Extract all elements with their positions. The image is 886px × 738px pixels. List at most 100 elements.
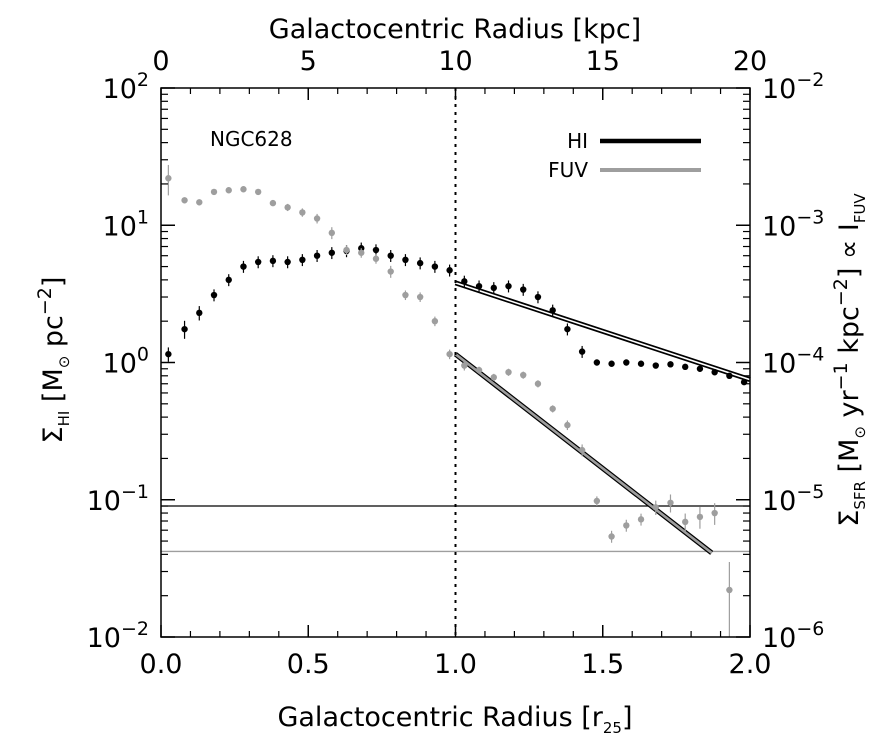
- fuv-data-point: [402, 291, 409, 299]
- legend-label-fuv: FUV: [548, 158, 588, 182]
- hi-data-point: [564, 325, 571, 333]
- fuv-data-point: [269, 199, 277, 207]
- fuv-data-point: [505, 368, 512, 376]
- hi-data-point: [210, 291, 218, 299]
- hi-data-point: [254, 258, 262, 266]
- fuv-data-point: [608, 533, 615, 540]
- fuv-data-point: [387, 268, 394, 275]
- fuv-data-point: [475, 366, 483, 374]
- fuv-data-point: [682, 518, 689, 526]
- x-bottom-tick-label: 1.5: [581, 649, 624, 680]
- fuv-data-point: [240, 186, 247, 193]
- hi-data-point: [608, 360, 615, 367]
- x-top-tick-label: 15: [586, 46, 620, 77]
- y-left-tick-label: 10−2: [87, 618, 149, 654]
- fuv-data-point: [210, 188, 218, 196]
- hi-data-point: [637, 360, 645, 367]
- fuv-data-point: [343, 246, 350, 254]
- hi-data-point: [652, 362, 659, 369]
- fuv-data-point: [711, 509, 718, 517]
- fit-line-hi: [455, 282, 751, 381]
- x-bottom-tick-label: 0.5: [287, 649, 330, 680]
- hi-data-point: [446, 267, 453, 274]
- hi-data-point: [623, 359, 630, 366]
- fuv-data-point: [623, 522, 630, 529]
- y-right-tick-label: 10−2: [762, 69, 824, 105]
- hi-data-point: [696, 365, 704, 372]
- y-left-tick-label: 102: [103, 69, 149, 105]
- fuv-data-point: [313, 215, 321, 222]
- hi-data-point: [416, 259, 424, 267]
- y-left-tick-label: 10−1: [87, 481, 149, 517]
- y-left-tick-label: 101: [103, 206, 149, 242]
- fuv-data-point: [490, 374, 497, 381]
- hi-data-point: [299, 256, 306, 264]
- hi-data-point: [240, 263, 247, 270]
- x-bottom-tick-label: 2.0: [729, 649, 772, 680]
- fuv-data-point: [372, 255, 380, 262]
- fuv-data-point: [520, 371, 527, 379]
- hi-data-point: [284, 258, 291, 266]
- hi-data-point: [387, 252, 394, 259]
- hi-data-point: [372, 246, 380, 254]
- x-top-tick-label: 0: [152, 46, 169, 77]
- fuv-data-point: [358, 249, 365, 256]
- hi-data-point: [269, 257, 277, 265]
- hi-data-point: [313, 252, 321, 259]
- fuv-data-point: [196, 199, 203, 206]
- fit-line-fuv: [454, 353, 713, 554]
- y-left-tick-label: 100: [103, 344, 149, 380]
- hi-data-point: [667, 361, 674, 368]
- hi-data-point: [402, 256, 409, 264]
- legend-label-hi: HI: [567, 129, 588, 153]
- fuv-data-point: [446, 350, 453, 358]
- hi-data-point: [196, 309, 203, 317]
- hi-data-point: [165, 350, 172, 358]
- x-top-axis-title: Galactocentric Radius [kpc]: [269, 14, 641, 45]
- hi-data-point: [328, 249, 336, 256]
- hi-data-point: [711, 368, 718, 376]
- hi-data-point: [578, 348, 586, 355]
- x-top-tick-label: 20: [733, 46, 767, 77]
- hi-data-point: [461, 278, 468, 285]
- hi-data-point: [181, 325, 188, 333]
- fuv-data-point: [181, 197, 188, 204]
- fuv-data-point: [254, 188, 262, 196]
- hi-data-point: [225, 276, 232, 284]
- fuv-data-point: [549, 405, 556, 412]
- hi-data-point: [726, 372, 733, 380]
- fuv-data-point: [637, 516, 645, 523]
- fuv-data-point: [416, 293, 424, 301]
- fuv-data-point: [564, 421, 571, 429]
- x-top-tick-label: 10: [438, 46, 472, 77]
- galaxy-name-label: NGC628: [210, 127, 293, 151]
- hi-data-point: [682, 363, 689, 371]
- hi-data-point: [490, 284, 497, 292]
- plot-frame: [160, 87, 751, 638]
- fuv-data-point: [165, 175, 172, 182]
- fuv-data-point: [696, 513, 704, 521]
- fuv-data-point: [225, 187, 232, 194]
- fuv-data-point: [578, 446, 586, 454]
- fuv-data-point: [667, 499, 674, 507]
- y-right-tick-label: 10−6: [762, 618, 824, 654]
- hi-data-point: [505, 282, 512, 290]
- y-right-tick-label: 10−4: [762, 344, 824, 380]
- x-top-tick-label: 5: [300, 46, 317, 77]
- fuv-data-point: [299, 209, 306, 216]
- fuv-data-point: [652, 504, 659, 511]
- hi-data-point: [593, 359, 601, 366]
- hi-data-point: [475, 282, 483, 290]
- fuv-data-point: [534, 380, 542, 387]
- y-right-tick-label: 10−5: [762, 481, 824, 517]
- fuv-data-point: [461, 362, 468, 369]
- hi-data-point: [431, 263, 439, 270]
- hi-data-point: [549, 307, 556, 314]
- x-bottom-tick-label: 1.0: [434, 649, 477, 680]
- y-left-axis-title: ΣHI [M⊙ pc−2]: [34, 277, 73, 444]
- hi-data-point: [534, 293, 542, 301]
- hi-data-point: [520, 286, 527, 293]
- x-bottom-tick-label: 0.0: [140, 649, 183, 680]
- fuv-data-point: [431, 317, 439, 325]
